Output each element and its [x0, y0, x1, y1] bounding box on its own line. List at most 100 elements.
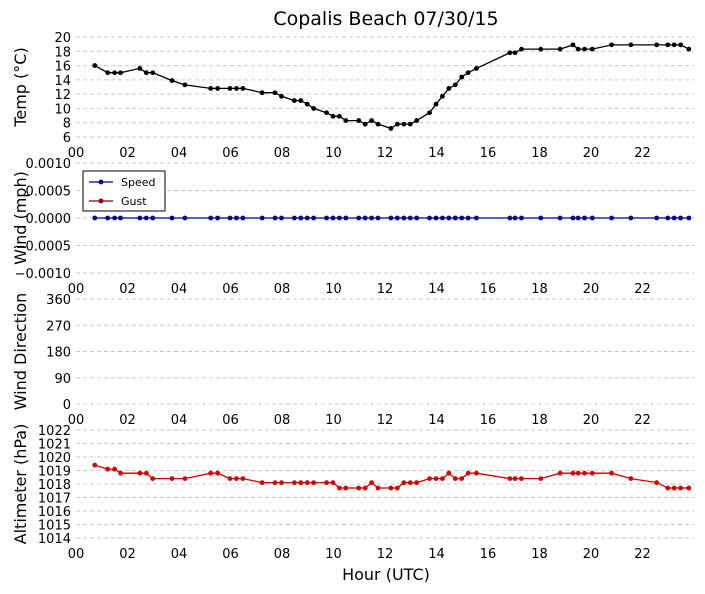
data-point	[105, 215, 111, 221]
data-point	[519, 46, 524, 52]
data-point	[272, 480, 278, 486]
x-tick-label: 00	[68, 413, 85, 428]
data-point	[362, 485, 368, 491]
data-point	[671, 485, 677, 491]
data-point	[446, 86, 452, 91]
data-point	[182, 82, 188, 88]
x-tick-label: 12	[377, 146, 394, 161]
data-point	[298, 215, 304, 221]
data-point	[407, 215, 413, 221]
data-point	[369, 480, 375, 486]
data-point	[671, 215, 677, 221]
data-point	[671, 42, 677, 48]
x-tick-label: 06	[222, 547, 239, 562]
y-tick-label: 10	[54, 102, 71, 117]
data-point	[324, 110, 329, 116]
y-axis-label: Wind (mph)	[11, 171, 30, 265]
data-point	[686, 215, 692, 221]
y-tick-label: −0.0005	[15, 240, 71, 255]
y-axis-label: Wind Direction	[11, 293, 30, 411]
x-tick-label: 18	[531, 413, 548, 428]
data-point	[433, 476, 439, 481]
data-point	[227, 215, 233, 221]
x-tick-label: 04	[171, 282, 188, 297]
data-point	[169, 78, 175, 83]
data-point	[427, 110, 432, 116]
data-point	[589, 215, 595, 221]
data-point	[356, 485, 362, 491]
x-tick-label: 14	[428, 413, 445, 428]
data-point	[686, 46, 692, 52]
data-point	[92, 462, 98, 468]
x-tick-label: 16	[480, 413, 497, 428]
data-point	[330, 480, 336, 486]
data-point	[628, 215, 634, 221]
data-point	[369, 215, 375, 221]
data-point	[388, 485, 394, 491]
data-point	[459, 74, 465, 80]
data-point	[507, 476, 513, 481]
data-point	[169, 476, 175, 481]
data-point	[304, 101, 310, 107]
data-point	[465, 215, 471, 221]
series-line	[94, 44, 690, 130]
data-point	[215, 215, 221, 221]
data-point	[394, 215, 400, 221]
data-point	[512, 215, 518, 221]
x-tick-label: 22	[634, 413, 651, 428]
data-point	[557, 470, 563, 476]
data-point	[654, 480, 660, 486]
data-point	[324, 480, 329, 486]
data-point	[519, 476, 524, 481]
data-point	[150, 476, 156, 481]
data-point	[575, 470, 581, 476]
data-point	[507, 215, 513, 221]
data-point	[678, 215, 684, 221]
data-point	[427, 215, 432, 221]
data-point	[92, 63, 98, 68]
data-point	[609, 215, 614, 221]
data-point	[582, 470, 587, 476]
x-tick-label: 00	[68, 146, 85, 161]
data-point	[169, 215, 175, 221]
data-point	[440, 215, 445, 221]
data-point	[112, 466, 118, 472]
data-point	[414, 215, 420, 221]
x-tick-label: 22	[634, 282, 651, 297]
data-point	[388, 215, 394, 221]
y-tick-label: 270	[46, 319, 71, 334]
data-point	[452, 476, 458, 481]
data-point	[538, 46, 544, 52]
x-tick-label: 06	[222, 282, 239, 297]
data-point	[654, 42, 660, 48]
data-point	[234, 86, 239, 91]
data-point	[394, 121, 400, 127]
data-point	[401, 215, 407, 221]
data-point	[582, 215, 587, 221]
data-point	[182, 476, 188, 481]
data-point	[272, 90, 278, 96]
x-tick-label: 22	[634, 547, 651, 562]
data-point	[465, 470, 471, 476]
data-point	[298, 98, 304, 103]
data-point	[512, 50, 518, 56]
x-tick-label: 16	[480, 282, 497, 297]
data-point	[433, 101, 439, 107]
data-point	[343, 215, 349, 221]
data-point	[654, 215, 660, 221]
data-point	[311, 106, 317, 111]
x-tick-label: 12	[377, 413, 394, 428]
data-point	[291, 98, 297, 103]
data-point	[215, 470, 221, 476]
data-point	[440, 476, 445, 481]
data-point	[143, 70, 149, 76]
y-tick-label: 14	[54, 74, 71, 89]
legend: Speed Gust	[82, 170, 166, 212]
x-tick-label: 14	[428, 282, 445, 297]
data-point	[259, 480, 265, 486]
x-tick-label: 12	[377, 282, 394, 297]
data-point	[279, 93, 284, 99]
data-point	[375, 121, 381, 127]
